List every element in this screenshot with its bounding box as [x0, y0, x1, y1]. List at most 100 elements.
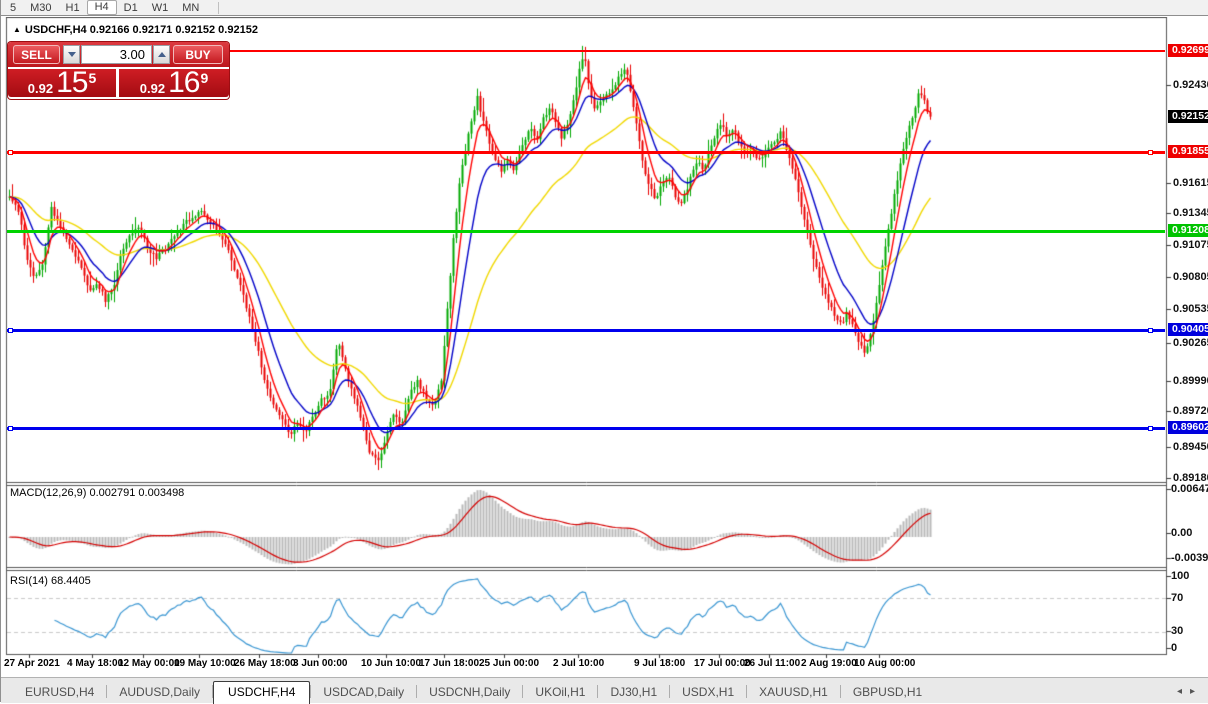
price-badge-0.90405: 0.90405 [1168, 323, 1208, 336]
tab-separator [746, 685, 748, 698]
price-chart-canvas[interactable] [1, 17, 1208, 676]
hline-handle-left[interactable] [8, 150, 13, 155]
tab-scroll-right-icon[interactable]: ▸ [1189, 686, 1203, 697]
spinner-down-icon [67, 52, 76, 57]
indicator-tick--0.003916: -0.003916 [1171, 552, 1208, 564]
date-label: 26 May 18:00 [234, 658, 296, 669]
indicator-tick-100: 100 [1171, 570, 1190, 582]
date-label: 3 Jun 00:00 [293, 658, 348, 669]
tab-xauusd-h1[interactable]: XAUUSD,H1 [759, 685, 828, 699]
indicator-tick-0.00: 0.00 [1171, 527, 1193, 539]
timeframe-button-w1[interactable]: W1 [151, 1, 169, 14]
chart-title: ▲ USDCHF,H4 0.92166 0.92171 0.92152 0.921… [13, 24, 258, 36]
collapse-icon[interactable]: ▲ [13, 25, 21, 34]
price-badge-0.92152: 0.92152 [1168, 110, 1208, 123]
tab-usdx-h1[interactable]: USDX,H1 [682, 685, 735, 699]
buy-price-pip: 9 [200, 70, 209, 86]
hline-0.92699[interactable] [7, 50, 1165, 52]
price-tick-0.91615: 0.91615 [1173, 177, 1208, 189]
date-label: 25 Jun 00:00 [479, 658, 540, 669]
buy-price-display[interactable]: 0.92 16 9 [119, 66, 229, 99]
indicator-tick-0: 0 [1171, 642, 1178, 654]
timeframe-button-h4[interactable]: H4 [86, 0, 117, 15]
macd-label: MACD(12,26,9) 0.002791 0.003498 [10, 487, 185, 499]
tab-audusd-daily[interactable]: AUDUSD,Daily [119, 685, 201, 699]
date-label: 19 May 10:00 [174, 658, 236, 669]
tab-separator [106, 685, 108, 698]
tab-separator [522, 685, 524, 698]
timeframe-button-5[interactable]: 5 [10, 1, 17, 14]
timeframe-button-h1[interactable]: H1 [65, 1, 80, 14]
buy-button[interactable]: BUY [173, 45, 223, 64]
tab-usdcnh-daily[interactable]: USDCNH,Daily [429, 685, 511, 699]
spinner-up-icon [157, 52, 166, 57]
hline-handle-right[interactable] [1148, 150, 1153, 155]
indicator-tick-0.00647: 0.00647 [1171, 483, 1208, 495]
one-click-trading-panel: SELL BUY 0.92 15 5 0.92 16 9 [8, 42, 229, 99]
tab-separator [669, 685, 671, 698]
tab-separator [839, 685, 841, 698]
hline-handle-left[interactable] [8, 328, 13, 333]
timeframe-button-m30[interactable]: M30 [30, 1, 52, 14]
price-tick-0.91075: 0.91075 [1173, 239, 1208, 251]
sell-price-base: 0.92 [27, 81, 54, 96]
symbol-tabbar: EURUSD,H4 AUDUSD,Daily USDCHF,H4 USDCAD,Dai… [1, 677, 1208, 704]
buy-price-base: 0.92 [139, 81, 166, 96]
buy-price-big: 16 [168, 66, 200, 99]
tab-separator [212, 685, 214, 698]
volume-increase-button[interactable] [153, 45, 170, 64]
volume-decrease-button[interactable] [63, 45, 80, 64]
hline-handle-right[interactable] [1148, 426, 1153, 431]
tab-usdcad-daily[interactable]: USDCAD,Daily [323, 685, 405, 699]
hline-handle-left[interactable] [8, 426, 13, 431]
date-label: 27 Apr 2021 [4, 658, 60, 669]
tab-eurusd-h4[interactable]: EURUSD,H4 [25, 685, 95, 699]
date-label: 10 Aug 00:00 [854, 658, 916, 669]
price-badge-0.92699: 0.92699 [1168, 44, 1208, 57]
tab-gbpusd-h1[interactable]: GBPUSD,H1 [852, 685, 923, 699]
sell-price-pip: 5 [88, 70, 97, 86]
price-tick-0.90805: 0.90805 [1173, 271, 1208, 283]
price-badge-0.91208: 0.91208 [1168, 224, 1208, 237]
date-label: 26 Jul 11:00 [744, 658, 801, 669]
rsi-label: RSI(14) 68.4405 [10, 575, 91, 587]
indicator-tick-70: 70 [1171, 592, 1184, 604]
hline-0.91208[interactable] [7, 230, 1165, 233]
toolbar-separator [218, 1, 220, 14]
price-tick-0.91345: 0.91345 [1173, 207, 1208, 219]
timeframe-button-d1[interactable]: D1 [123, 1, 138, 14]
hline-0.91855[interactable] [7, 150, 1165, 155]
sell-price-display[interactable]: 0.92 15 5 [8, 68, 116, 98]
tab-scroll-left-icon[interactable]: ◂ [1176, 686, 1190, 697]
date-label: 2 Jul 10:00 [553, 658, 605, 669]
indicator-tick-30: 30 [1171, 625, 1184, 637]
timeframe-button-mn[interactable]: MN [182, 1, 200, 14]
tab-ukoil-h1[interactable]: UKOil,H1 [535, 685, 586, 699]
hline-0.89602[interactable] [7, 426, 1165, 431]
date-label: 17 Jul 00:00 [694, 658, 751, 669]
price-tick-0.90535: 0.90535 [1173, 303, 1208, 315]
date-label: 4 May 18:00 [67, 658, 124, 669]
chart-symbol: USDCHF,H4 [24, 24, 87, 36]
price-badge-0.89602: 0.89602 [1168, 421, 1208, 434]
tab-dj30-h1[interactable]: DJ30,H1 [610, 685, 658, 699]
tab-scroll-arrows: ◂▸ [1177, 686, 1203, 697]
volume-input[interactable] [81, 45, 152, 64]
tab-usdchf-h4[interactable]: USDCHF,H4 [213, 681, 311, 704]
date-label: 12 May 00:00 [118, 658, 180, 669]
date-label: 17 Jun 18:00 [419, 658, 480, 669]
price-tick-0.90265: 0.90265 [1173, 337, 1208, 349]
date-label: 9 Jul 18:00 [634, 658, 686, 669]
date-label: 2 Aug 19:00 [801, 658, 857, 669]
hline-0.90405[interactable] [7, 328, 1165, 333]
hline-handle-right[interactable] [1148, 328, 1153, 333]
tab-separator [310, 685, 312, 698]
date-label: 10 Jun 10:00 [361, 658, 422, 669]
tab-separator [416, 685, 418, 698]
sell-button[interactable]: SELL [13, 45, 60, 64]
